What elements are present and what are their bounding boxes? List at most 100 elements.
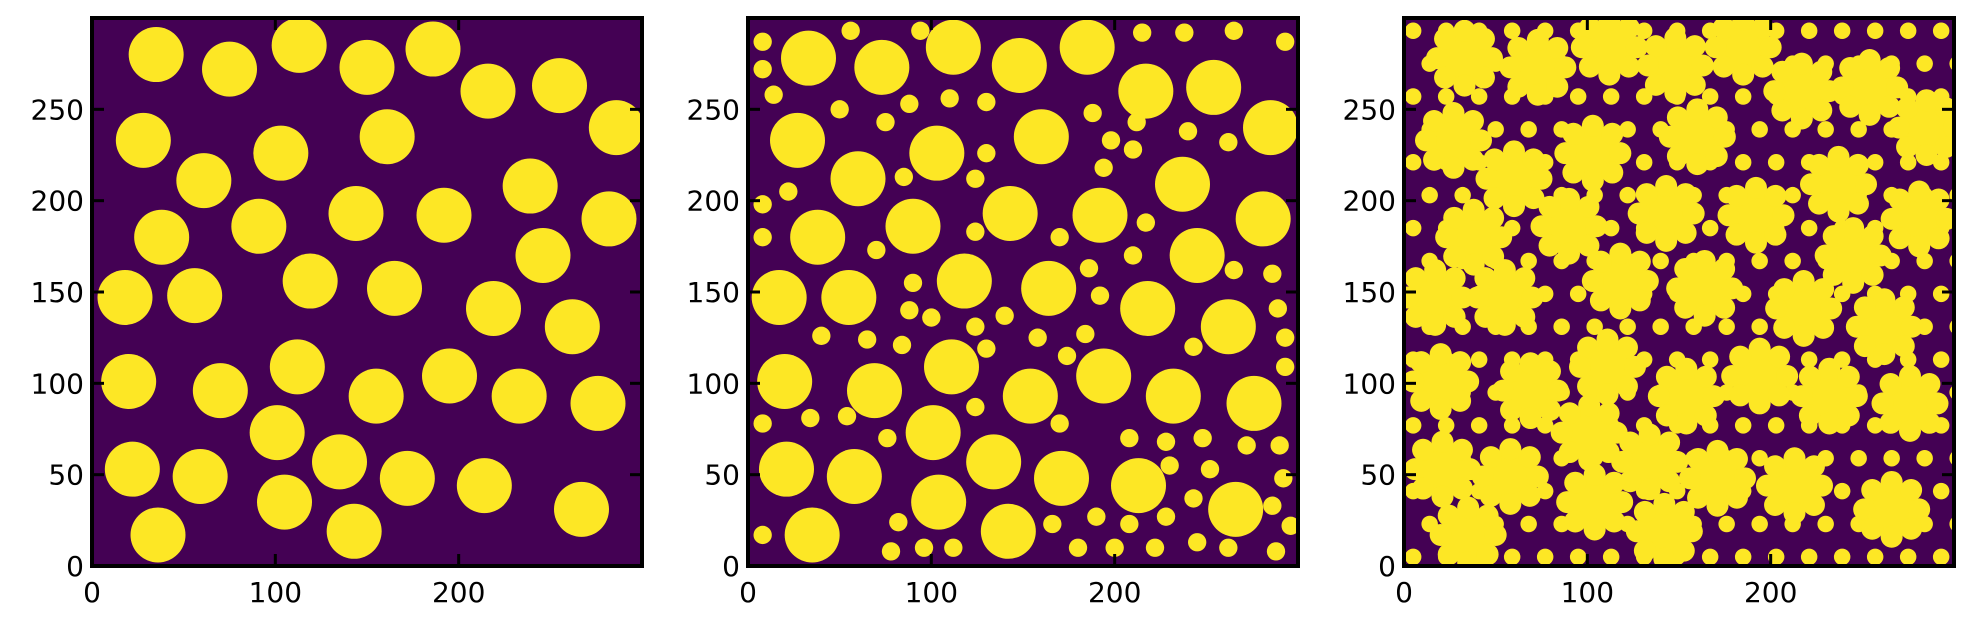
blob-petal xyxy=(1581,114,1604,137)
blob-petal xyxy=(1481,47,1503,70)
blob-petal xyxy=(1482,206,1505,229)
small-dot xyxy=(1520,515,1537,533)
small-dot xyxy=(1751,121,1768,138)
blob-petal xyxy=(1818,412,1841,435)
small-dot xyxy=(1569,88,1587,105)
blob xyxy=(134,209,190,265)
blob xyxy=(1087,507,1106,526)
blob xyxy=(944,538,963,557)
blob xyxy=(348,368,404,424)
small-dot xyxy=(1833,22,1851,40)
blob-petal xyxy=(1772,204,1795,227)
blob xyxy=(1028,328,1047,347)
blob-petal xyxy=(1636,54,1659,77)
blob-petal xyxy=(1687,486,1710,509)
blob-petal xyxy=(1880,207,1903,230)
blob-petal xyxy=(1672,500,1695,523)
blob-petal xyxy=(1927,227,1950,250)
small-dot xyxy=(1932,482,1950,500)
blob xyxy=(1068,538,1088,557)
small-dot xyxy=(1866,548,1884,566)
blob xyxy=(282,253,338,309)
blob-petal xyxy=(1725,486,1748,509)
y-tick-label: 200 xyxy=(31,185,84,218)
small-dot xyxy=(1404,219,1422,237)
x-tick-label: 100 xyxy=(249,576,302,609)
blob xyxy=(980,503,1036,559)
blob-petal xyxy=(1674,296,1697,319)
blob-petal xyxy=(1680,520,1703,543)
blob xyxy=(757,354,813,410)
blob xyxy=(925,19,981,75)
blob-petal xyxy=(1846,192,1869,215)
blob-petal xyxy=(1507,36,1530,59)
blob xyxy=(1156,507,1176,526)
blob-petal xyxy=(1771,99,1794,122)
blob-petal xyxy=(1483,148,1506,171)
small-dot xyxy=(1833,548,1851,566)
blob-petal xyxy=(1472,27,1495,50)
blob-petal xyxy=(1558,242,1580,265)
blob xyxy=(1155,156,1210,212)
y-tick-label: 50 xyxy=(704,459,740,492)
blob-petal xyxy=(1472,66,1495,89)
blob xyxy=(876,112,895,132)
blob-petal xyxy=(1666,450,1689,473)
blob xyxy=(770,112,825,168)
blob-petal xyxy=(1546,75,1569,98)
blob-petal xyxy=(1768,384,1791,407)
blob-petal xyxy=(1628,289,1651,312)
blob xyxy=(253,125,309,181)
blob-petal xyxy=(1513,305,1536,328)
blob-petal xyxy=(1682,202,1705,225)
x-tick-label: 100 xyxy=(905,576,958,609)
blob-petal xyxy=(1943,116,1954,139)
blob-petal xyxy=(1443,245,1466,268)
blob xyxy=(192,363,248,419)
blob-petal xyxy=(1518,484,1541,507)
blob xyxy=(1120,428,1139,448)
blob-petal xyxy=(1900,478,1923,501)
blob-petal xyxy=(1638,478,1661,501)
blob-petal xyxy=(1479,484,1502,507)
blob xyxy=(854,39,910,95)
blob-petal xyxy=(1812,316,1835,339)
small-dot xyxy=(1899,22,1917,40)
blob xyxy=(885,198,941,254)
blob-petal xyxy=(1596,328,1619,351)
blob-petal xyxy=(1725,447,1748,470)
blob xyxy=(1050,228,1069,247)
blob-petal xyxy=(1530,215,1553,238)
blob-petal xyxy=(1437,504,1460,527)
blob xyxy=(1276,32,1295,51)
blob-petal xyxy=(1858,103,1881,126)
small-dot xyxy=(1503,548,1521,566)
blob xyxy=(326,503,382,559)
blob xyxy=(1263,264,1282,283)
blob-petal xyxy=(1802,455,1825,478)
blob-petal xyxy=(1693,304,1716,327)
blob-petal xyxy=(1721,277,1744,300)
blob-petal xyxy=(1412,477,1435,500)
small-dot xyxy=(1800,548,1818,566)
blob xyxy=(460,63,516,119)
blob-petal xyxy=(1745,176,1767,199)
blob xyxy=(1184,489,1203,508)
blob-petal xyxy=(1918,411,1941,434)
y-tick-label: 50 xyxy=(48,459,84,492)
small-dot xyxy=(1503,22,1521,40)
small-dot xyxy=(1734,154,1752,171)
small-dot xyxy=(1652,318,1669,335)
blob xyxy=(889,512,908,532)
blob xyxy=(491,368,547,424)
panel-right-heatmap: 0 100 200 0 50 100 150 200 250 xyxy=(1343,16,1956,609)
blob xyxy=(812,326,831,346)
blob-petal xyxy=(1858,49,1881,72)
blob-petal xyxy=(1628,250,1651,273)
blob-petal xyxy=(1429,523,1452,546)
blob xyxy=(1200,299,1256,355)
blob xyxy=(909,125,965,181)
blob-petal xyxy=(1871,392,1894,415)
blob-petal xyxy=(1842,271,1865,294)
blob-petal xyxy=(1732,18,1755,31)
